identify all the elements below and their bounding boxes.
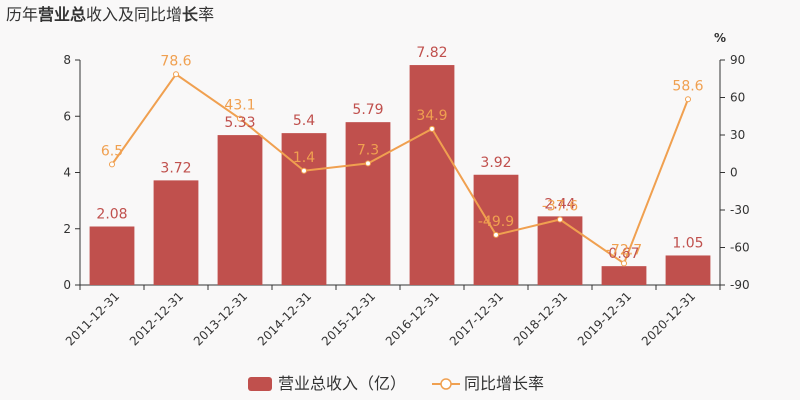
legend-label-revenue: 营业总收入（亿） — [278, 374, 406, 393]
bar-value-label: 7.82 — [416, 45, 447, 61]
growth-point — [621, 260, 627, 267]
bar-value-label: 5.79 — [352, 102, 383, 118]
left-tick-label: 8 — [63, 53, 71, 67]
growth-value-label: 34.9 — [416, 108, 447, 124]
x-tick-label: 2016-12-31 — [383, 289, 442, 348]
growth-point — [301, 167, 307, 174]
x-tick-label: 2020-12-31 — [639, 289, 698, 348]
growth-value-label: 1.4 — [293, 150, 315, 166]
title-part: 营业总 — [38, 5, 86, 24]
x-tick-label: 2012-12-31 — [127, 289, 186, 348]
growth-point — [685, 96, 691, 103]
bar — [153, 180, 199, 285]
growth-point — [493, 231, 499, 238]
growth-value-label: 6.5 — [101, 143, 123, 159]
bar — [217, 135, 263, 285]
bar — [409, 65, 455, 285]
left-tick-label: 2 — [63, 222, 71, 236]
growth-point — [429, 125, 435, 132]
x-tick-label: 2019-12-31 — [575, 289, 634, 348]
growth-point — [109, 161, 115, 168]
chart-title: 历年营业总收入及同比增长率 — [6, 5, 214, 24]
bar — [601, 266, 647, 285]
bar — [345, 122, 391, 285]
x-tick-label: 2014-12-31 — [255, 289, 314, 348]
left-tick-label: 4 — [63, 166, 71, 180]
legend-circle-swatch — [440, 378, 452, 390]
title-part: 率 — [198, 5, 214, 24]
right-tick-label: 60 — [730, 91, 745, 105]
bar-value-label: 2.44 — [544, 196, 575, 212]
growth-line — [109, 71, 691, 267]
growth-value-label: -72.7 — [606, 242, 642, 258]
bar-value-label: 3.92 — [480, 155, 511, 171]
bars — [89, 65, 711, 285]
bar-value-label: 3.72 — [160, 160, 191, 176]
bar — [537, 216, 583, 285]
data-labels: 2.08 3.72 5.33 5.4 5.79 7.82 3.92 2.44 0.67 1.05 6… — [96, 45, 703, 262]
growth-point — [237, 115, 243, 122]
legend-label-growth: 同比增长率 — [464, 374, 544, 393]
growth-value-label: 7.3 — [357, 142, 379, 158]
right-tick-label: 90 — [730, 53, 745, 67]
x-tick-label: 2017-12-31 — [447, 289, 506, 348]
bar-value-label: 5.33 — [224, 115, 255, 131]
right-axis-unit: % — [714, 31, 726, 45]
x-tick-label: 2013-12-31 — [191, 289, 250, 348]
right-tick-label: 0 — [730, 166, 738, 180]
title-part: 长 — [182, 5, 199, 24]
legend-item-revenue[interactable]: 营业总收入（亿） — [248, 374, 406, 393]
growth-point — [557, 216, 563, 223]
growth-point — [365, 160, 371, 167]
right-tick-label: -90 — [730, 278, 750, 292]
x-tick-label: 2015-12-31 — [319, 289, 378, 348]
x-tick-label: 2011-12-31 — [63, 289, 122, 348]
right-tick-label: 30 — [730, 128, 745, 142]
left-tick-label: 0 — [63, 278, 71, 292]
right-tick-label: -60 — [730, 241, 750, 255]
bar-value-label: 0.67 — [608, 246, 639, 262]
growth-point — [173, 71, 179, 78]
bar — [473, 174, 519, 285]
growth-value-label: -37.6 — [542, 199, 578, 215]
bar-value-label: 5.4 — [293, 113, 315, 129]
growth-line-path — [111, 72, 689, 265]
left-tick-label: 6 — [63, 109, 71, 123]
x-tick-label: 2018-12-31 — [511, 289, 570, 348]
legend[interactable]: 营业总收入（亿） 同比增长率 — [248, 374, 544, 393]
growth-value-label: -49.9 — [478, 214, 514, 230]
bar — [89, 226, 135, 285]
bar-value-label: 1.05 — [672, 235, 703, 251]
right-tick-label: -30 — [730, 203, 750, 217]
title-part: 收入及同比增 — [86, 5, 182, 24]
growth-value-label: 78.6 — [160, 53, 191, 69]
legend-item-growth[interactable]: 同比增长率 — [432, 374, 544, 393]
bar-value-label: 2.08 — [96, 207, 127, 223]
legend-bar-swatch — [248, 377, 272, 391]
title-part: 历年 — [6, 5, 38, 24]
growth-value-label: 58.6 — [672, 78, 703, 94]
growth-value-label: 43.1 — [224, 98, 255, 114]
bar — [665, 255, 711, 285]
